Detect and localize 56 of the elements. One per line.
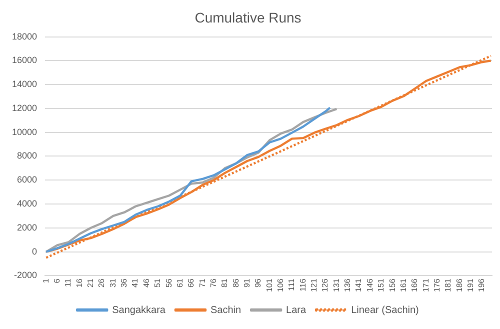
- x-tick-label: 1: [41, 278, 50, 284]
- y-tick-label: 4000: [16, 198, 38, 208]
- y-tick-label: 0: [32, 246, 38, 256]
- y-tick-label: 12000: [12, 102, 38, 113]
- x-tick-label: 181: [444, 278, 453, 292]
- x-tick-label: 6: [52, 278, 62, 284]
- x-tick-label: 66: [186, 278, 196, 288]
- x-tick-label: 96: [254, 278, 263, 288]
- y-tick-label: -2000: [14, 270, 38, 280]
- y-tick-label: 14000: [12, 79, 38, 90]
- x-tick-label: 196: [477, 278, 486, 292]
- x-tick-label: 31: [108, 278, 118, 288]
- x-tick-label: 146: [365, 278, 374, 292]
- x-tick-label: 61: [175, 278, 184, 288]
- x-tick-label: 116: [298, 278, 308, 292]
- y-tick-label: 6000: [16, 174, 38, 185]
- x-tick-label: 46: [142, 278, 151, 288]
- x-tick-label: 26: [97, 278, 106, 288]
- y-tick-label: 18000: [12, 31, 38, 42]
- x-tick-label: 131: [332, 278, 341, 292]
- x-tick-label: 41: [130, 278, 140, 288]
- legend-label: Sangakkara: [112, 304, 166, 316]
- x-tick-label: 91: [242, 278, 252, 288]
- legend-label: Sachin: [210, 304, 242, 316]
- x-tick-label: 21: [86, 278, 96, 288]
- x-tick-label: 51: [153, 278, 162, 288]
- x-tick-label: 11: [64, 278, 73, 287]
- x-tick-label: 141: [354, 278, 364, 292]
- y-tick-label: 8000: [16, 150, 38, 161]
- x-tick-label: 171: [421, 278, 430, 292]
- x-tick-label: 36: [120, 278, 129, 288]
- x-tick-label: 126: [320, 278, 330, 292]
- x-tick-label: 186: [454, 278, 464, 292]
- x-tick-label: 81: [220, 278, 230, 288]
- x-tick-label: 161: [398, 278, 408, 292]
- x-tick-label: 16: [74, 278, 84, 288]
- x-tick-label: 191: [466, 278, 475, 292]
- x-tick-label: 176: [432, 278, 442, 292]
- x-tick-label: 136: [343, 278, 352, 292]
- legend-label: Linear (Sachin): [351, 304, 419, 316]
- chart-title: Cumulative Runs: [194, 9, 302, 26]
- x-tick-label: 101: [264, 278, 274, 292]
- x-tick-label: 151: [376, 278, 386, 292]
- x-tick-label: 166: [410, 278, 420, 292]
- y-tick-label: 16000: [12, 55, 38, 66]
- y-tick-label: 2000: [16, 222, 38, 232]
- y-tick-label: 10000: [12, 126, 38, 137]
- legend-label: Lara: [286, 304, 307, 316]
- x-tick-label: 111: [287, 278, 296, 291]
- x-tick-label: 106: [276, 278, 286, 292]
- x-tick-label: 71: [198, 278, 207, 288]
- x-tick-label: 121: [310, 278, 319, 292]
- x-tick-label: 156: [388, 278, 397, 292]
- x-tick-label: 56: [164, 278, 174, 288]
- x-tick-label: 86: [231, 278, 240, 288]
- x-tick-label: 76: [208, 278, 218, 288]
